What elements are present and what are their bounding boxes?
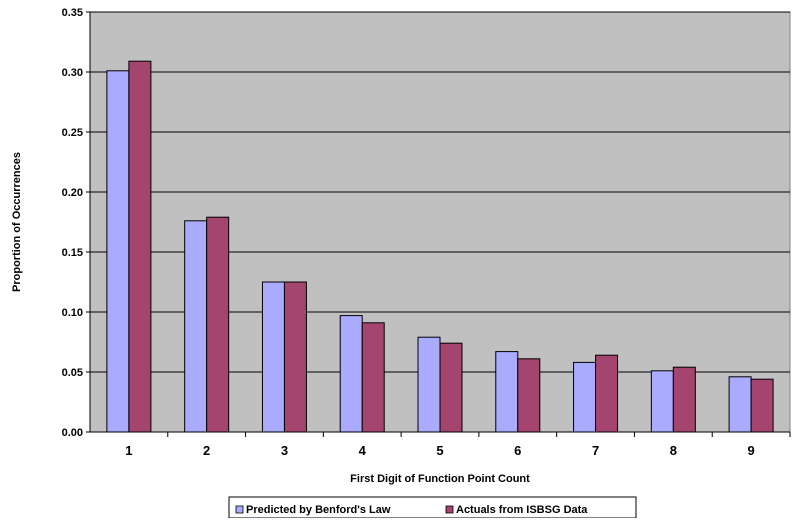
y-tick-label: 0.05 xyxy=(62,367,83,379)
axes xyxy=(86,11,791,437)
y-tick-labels: 0.00 0.05 0.10 0.15 0.20 0.25 0.30 0.35 xyxy=(62,7,83,439)
x-tick-label: 9 xyxy=(747,443,754,458)
x-tick-label: 8 xyxy=(670,443,677,458)
x-tick-label: 7 xyxy=(592,443,599,458)
legend: Predicted by Benford's Law Actuals from … xyxy=(228,496,637,519)
y-tick-label: 0.15 xyxy=(62,247,83,259)
bar-actuals xyxy=(672,366,696,433)
x-tick-label: 4 xyxy=(359,443,367,458)
bar-actuals xyxy=(595,354,619,433)
bar-actuals xyxy=(361,322,385,433)
bar-actuals xyxy=(750,378,774,433)
y-tick-label: 0.10 xyxy=(62,307,83,319)
bar-actuals xyxy=(439,342,463,433)
bar-actuals xyxy=(517,358,541,433)
bar-predicted xyxy=(339,315,363,433)
bars xyxy=(106,60,774,433)
bar-predicted xyxy=(261,281,285,433)
bar-actuals xyxy=(206,216,230,433)
y-tick-label: 0.35 xyxy=(62,7,83,19)
legend-swatch-predicted xyxy=(235,505,244,514)
x-tick-label: 6 xyxy=(514,443,521,458)
y-axis-title: Proportion of Occurrences xyxy=(11,152,23,292)
bar-predicted xyxy=(106,70,130,433)
x-axis-title: First Digit of Function Point Count xyxy=(350,473,530,485)
legend-swatch-actuals xyxy=(445,505,454,514)
x-tick-label: 5 xyxy=(436,443,443,458)
x-tick-label: 1 xyxy=(125,443,132,458)
bar-predicted xyxy=(495,351,519,433)
bar-actuals xyxy=(128,60,152,433)
legend-label-predicted: Predicted by Benford's Law xyxy=(246,504,391,516)
bar-predicted xyxy=(573,361,597,433)
y-tick-label: 0.25 xyxy=(62,127,83,139)
x-tick-label: 2 xyxy=(203,443,210,458)
y-tick-label: 0.20 xyxy=(62,187,83,199)
bar-predicted xyxy=(184,220,208,433)
x-tick-labels: 1 2 3 4 5 6 7 8 9 xyxy=(125,443,754,458)
bar-actuals xyxy=(283,281,307,433)
y-tick-label: 0.30 xyxy=(62,67,83,79)
bar-predicted xyxy=(650,370,674,433)
bar-predicted xyxy=(728,376,752,433)
bar-predicted xyxy=(417,336,441,433)
y-tick-label: 0.00 xyxy=(62,427,83,439)
legend-label-actuals: Actuals from ISBSG Data xyxy=(456,504,588,516)
x-tick-label: 3 xyxy=(281,443,288,458)
